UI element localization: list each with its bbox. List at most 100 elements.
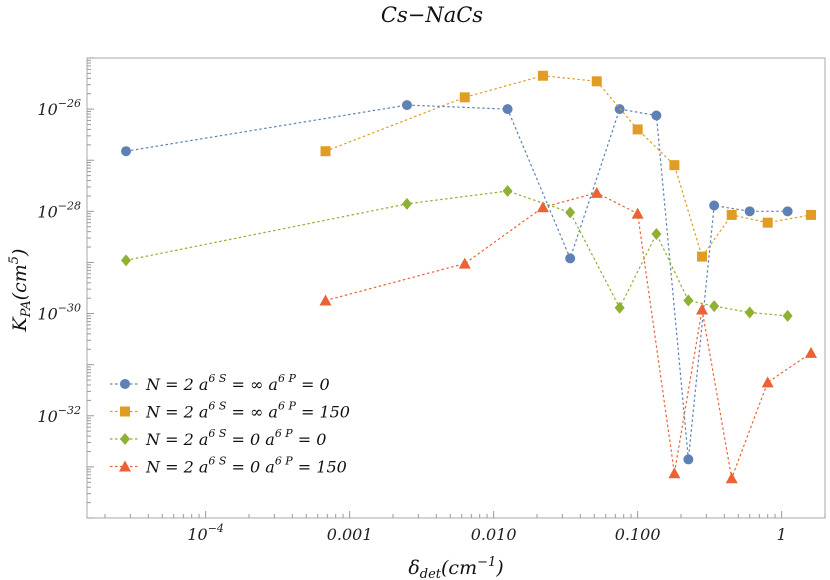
- data-point-diamond: [121, 254, 132, 267]
- x-tick-label-text: 0.010: [471, 525, 517, 544]
- data-point-diamond: [401, 197, 412, 210]
- data-point-square: [591, 76, 602, 87]
- data-point-triangle: [590, 186, 603, 198]
- data-point-square: [669, 160, 680, 171]
- x-tick-label: 1: [777, 525, 787, 544]
- series-line: [125, 190, 788, 317]
- legend-item: N = 2 a6 S = 0 a6 P = 0: [110, 427, 326, 449]
- y-tick-label-text: 10: [37, 100, 57, 119]
- x-tick-label-text: 0.001: [327, 525, 373, 544]
- y-tick-label-sup: −28: [58, 199, 81, 212]
- y-axis-label-sub: PA: [19, 300, 34, 318]
- legend-label: N = 2 a6 S = ∞ a6 P = 150: [145, 400, 350, 422]
- y-tick-label: 10−32: [37, 404, 81, 426]
- legend-label: N = 2 a6 S = ∞ a6 P = 0: [145, 372, 330, 394]
- legend-marker-diamond: [120, 433, 130, 445]
- data-point-diamond: [709, 300, 720, 313]
- data-point-triangle: [458, 257, 471, 269]
- data-point-diamond: [782, 309, 793, 322]
- legend-marker-circle: [120, 379, 130, 389]
- data-point-circle: [683, 454, 694, 465]
- legend: N = 2 a6 S = ∞ a6 P = 0 N = 2 a6 S = ∞ a6…: [110, 372, 350, 477]
- y-tick-label: 10−28: [37, 199, 81, 221]
- y-tick-label-text: 10: [37, 407, 57, 426]
- data-point-circle: [502, 104, 513, 115]
- series-triangle: [319, 186, 818, 484]
- data-point-square: [762, 217, 773, 228]
- data-point-diamond: [614, 301, 625, 314]
- data-point-triangle: [725, 472, 738, 484]
- y-tick-label-text: 10: [37, 202, 57, 221]
- data-point-square: [537, 70, 548, 81]
- x-tick-label-text: 1: [777, 525, 787, 544]
- data-point-circle: [782, 206, 793, 217]
- series-line: [325, 192, 812, 481]
- y-axis-label-close: ): [9, 249, 31, 257]
- data-point-circle: [651, 110, 662, 121]
- data-point-square: [697, 251, 708, 262]
- x-axis-label-sub: det: [420, 567, 442, 580]
- x-tick-label: 0.100: [615, 525, 661, 544]
- data-point-square: [459, 92, 470, 103]
- data-point-triangle: [631, 207, 644, 219]
- data-point-circle: [565, 253, 576, 264]
- y-tick-label-text: 10: [37, 305, 57, 324]
- data-point-triangle: [761, 376, 774, 388]
- data-point-diamond: [502, 184, 513, 197]
- x-axis-label-base: δ: [408, 557, 419, 579]
- data-point-circle: [744, 206, 755, 217]
- legend-label: N = 2 a6 S = 0 a6 P = 0: [145, 427, 326, 449]
- x-tick-label-sup: −4: [208, 522, 224, 535]
- y-tick-label-sup: −32: [58, 404, 81, 417]
- x-axis-label-sup: −1: [477, 555, 496, 570]
- data-point-square: [806, 209, 817, 220]
- y-axis-label-sup: 5: [7, 256, 22, 264]
- x-axis-label-close: ): [495, 557, 503, 579]
- data-point-diamond: [683, 294, 694, 307]
- legend-marker-triangle: [119, 460, 131, 472]
- legend-item: N = 2 a6 S = ∞ a6 P = 0: [110, 372, 330, 394]
- data-point-circle: [121, 146, 132, 157]
- data-point-triangle: [536, 201, 549, 213]
- y-tick-label: 10−30: [37, 302, 81, 324]
- y-axis-label-base: K: [9, 315, 31, 332]
- data-point-triangle: [805, 346, 818, 358]
- series-circle: [121, 100, 793, 465]
- series-line: [325, 75, 812, 258]
- plot-frame: [86, 57, 826, 519]
- series-square: [320, 70, 817, 262]
- y-tick-label: 10−26: [37, 97, 81, 119]
- data-point-triangle: [319, 294, 332, 306]
- y-tick-label-sup: −26: [58, 97, 81, 110]
- data-point-diamond: [651, 228, 662, 241]
- x-axis-label-rest: (cm: [441, 557, 477, 579]
- legend-item: N = 2 a6 S = ∞ a6 P = 150: [110, 400, 350, 422]
- legend-label: N = 2 a6 S = 0 a6 P = 150: [145, 455, 347, 477]
- x-tick-label-text: 0.100: [615, 525, 661, 544]
- chart-title: Cs−NaCs: [381, 3, 483, 27]
- series-diamond: [121, 184, 793, 322]
- data-point-triangle: [668, 467, 681, 479]
- data-point-square: [320, 146, 331, 157]
- data-point-square: [632, 124, 643, 135]
- y-axis-label: KPA(cm5): [7, 249, 34, 333]
- x-tick-label: 0.010: [471, 525, 517, 544]
- x-axis-label: δdet(cm−1): [408, 555, 503, 580]
- x-tick-label: 0.001: [327, 525, 373, 544]
- data-point-circle: [709, 200, 720, 211]
- legend-item: N = 2 a6 S = 0 a6 P = 150: [110, 455, 347, 477]
- y-axis-label-rest: (cm: [9, 264, 31, 300]
- data-point-diamond: [744, 306, 755, 319]
- x-tick-label: 10−4: [187, 522, 224, 544]
- y-tick-label-sup: −30: [58, 302, 81, 315]
- x-tick-label-text: 10: [187, 525, 207, 544]
- data-point-triangle: [696, 303, 709, 315]
- data-point-square: [726, 209, 737, 220]
- data-point-diamond: [565, 206, 576, 219]
- legend-marker-square: [120, 406, 130, 417]
- series-layer: [121, 70, 818, 484]
- series-line: [125, 104, 788, 460]
- data-point-circle: [401, 100, 412, 111]
